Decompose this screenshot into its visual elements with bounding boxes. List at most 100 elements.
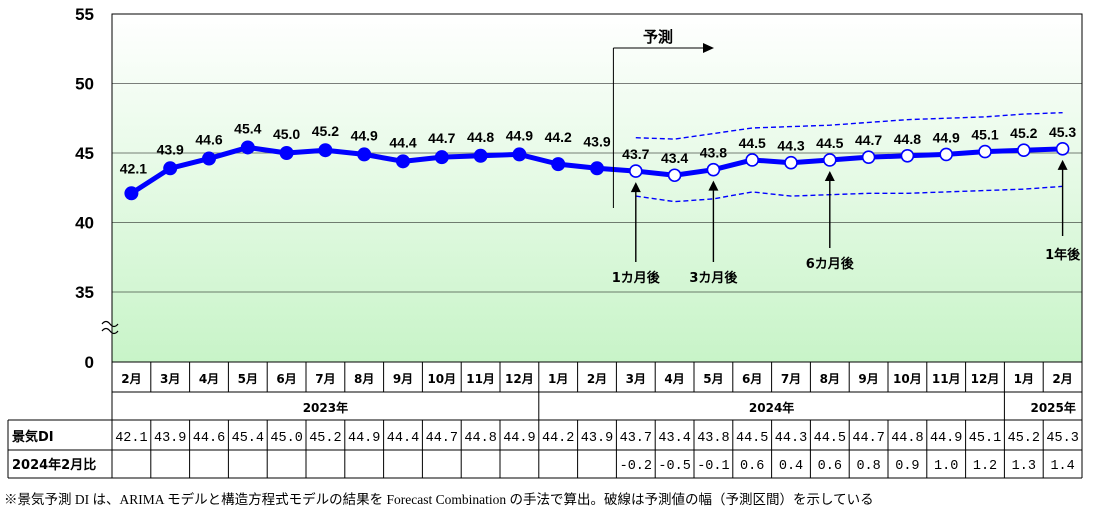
month-label: 7月 [315,372,335,386]
data-label: 45.4 [234,120,261,136]
data-label: 44.3 [777,138,804,154]
month-label: 9月 [393,372,413,386]
table-cell: 43.9 [154,431,186,446]
data-label: 44.6 [195,132,222,148]
data-point [978,144,992,159]
month-label: 10月 [893,372,922,386]
table-cell: 45.3 [1046,431,1078,446]
table-cell: 44.7 [426,431,458,446]
table-cell: -0.1 [697,459,729,474]
table-cell: 1.4 [1050,459,1074,474]
footnote: ※景気予測 DI は、ARIMA モデルと構造方程式モデルの結果を Foreca… [4,492,874,507]
data-point [357,147,372,162]
data-point [745,153,760,167]
data-point [240,140,255,155]
table-cell: 44.5 [814,431,846,446]
table-cell: 0.9 [895,459,919,474]
data-point [628,164,643,178]
table-cell: 44.9 [503,431,535,446]
data-point [706,162,721,177]
data-point [473,148,488,163]
table-cell: 1.0 [934,459,958,474]
data-label: 44.5 [816,135,843,151]
table-cell: -0.2 [620,459,652,474]
table-cell: 44.2 [542,431,574,446]
month-label: 2月 [1052,372,1072,386]
data-point [163,161,178,176]
month-label: 12月 [505,372,534,386]
month-label: 2月 [121,372,141,386]
data-label: 44.8 [467,129,494,145]
year-label: 2024年 [749,400,794,415]
data-label: 44.4 [389,134,416,150]
month-label: 4月 [664,372,684,386]
table-cell: 43.4 [658,431,690,446]
month-label: 10月 [427,372,456,386]
y-tick-label: 35 [75,283,94,302]
data-label: 44.8 [894,131,921,147]
y-tick-label: 55 [75,5,94,24]
data-point [822,153,837,167]
data-label: 45.3 [1049,124,1076,140]
table-cell: 0.6 [818,459,842,474]
table-cell: -0.5 [658,459,690,474]
data-point [434,150,449,165]
month-label: 1月 [548,372,568,386]
table-cell: 44.9 [348,431,380,446]
data-label: 42.1 [120,160,147,176]
table-cell: 0.4 [779,459,803,474]
y-tick-label: 40 [75,214,94,233]
data-point [318,143,333,158]
data-label: 44.7 [855,132,882,148]
year-label: 2025年 [1030,400,1075,415]
annotation-label: 1年後 [1045,247,1081,263]
data-label: 45.2 [1010,125,1037,141]
table-cell: 0.8 [856,459,880,474]
annotation-label: 3カ月後 [689,270,738,286]
month-label: 11月 [932,372,961,386]
data-point [900,148,915,163]
data-label: 43.4 [661,150,688,166]
data-label: 44.9 [933,129,960,145]
month-label: 2月 [587,372,607,386]
month-label: 3月 [626,372,646,386]
month-label: 1月 [1014,372,1034,386]
plot-area [111,13,1083,363]
table-cell: 45.2 [1008,431,1040,446]
month-label: 5月 [238,372,258,386]
table-cell: 44.7 [852,431,884,446]
table-cell: 44.8 [891,431,923,446]
y-tick-label: 45 [75,144,94,163]
month-label: 11月 [466,372,495,386]
data-point [202,151,216,166]
table-cell: 44.9 [930,431,962,446]
table-cell: 45.4 [232,431,264,446]
table-cell: 42.1 [115,431,147,446]
data-label: 44.2 [545,129,572,145]
table-cell: 45.1 [969,431,1001,446]
y-tick-label: 50 [75,75,94,94]
data-label: 44.7 [428,130,455,146]
data-point [396,154,410,169]
forecast-label: 予測 [643,28,673,46]
data-label: 43.7 [622,146,649,162]
table-cell: 44.5 [736,431,768,446]
data-label: 45.2 [312,123,339,139]
month-label: 6月 [742,372,762,386]
data-label: 44.5 [739,135,766,151]
data-point [861,150,876,164]
month-label: 7月 [781,372,801,386]
data-point [512,147,527,162]
arrow-head-icon [630,182,641,193]
table-cell: 44.8 [464,431,496,446]
forecast-arrow-head-icon [703,43,714,53]
table-cell: 44.3 [775,431,807,446]
arrow-head-icon [1057,159,1068,170]
data-label: 43.9 [157,141,184,157]
data-point [279,146,294,160]
month-label: 8月 [820,372,840,386]
arrow-head-icon [708,180,719,191]
table-cell: 1.2 [973,459,997,474]
table-cell: 44.6 [193,431,225,446]
